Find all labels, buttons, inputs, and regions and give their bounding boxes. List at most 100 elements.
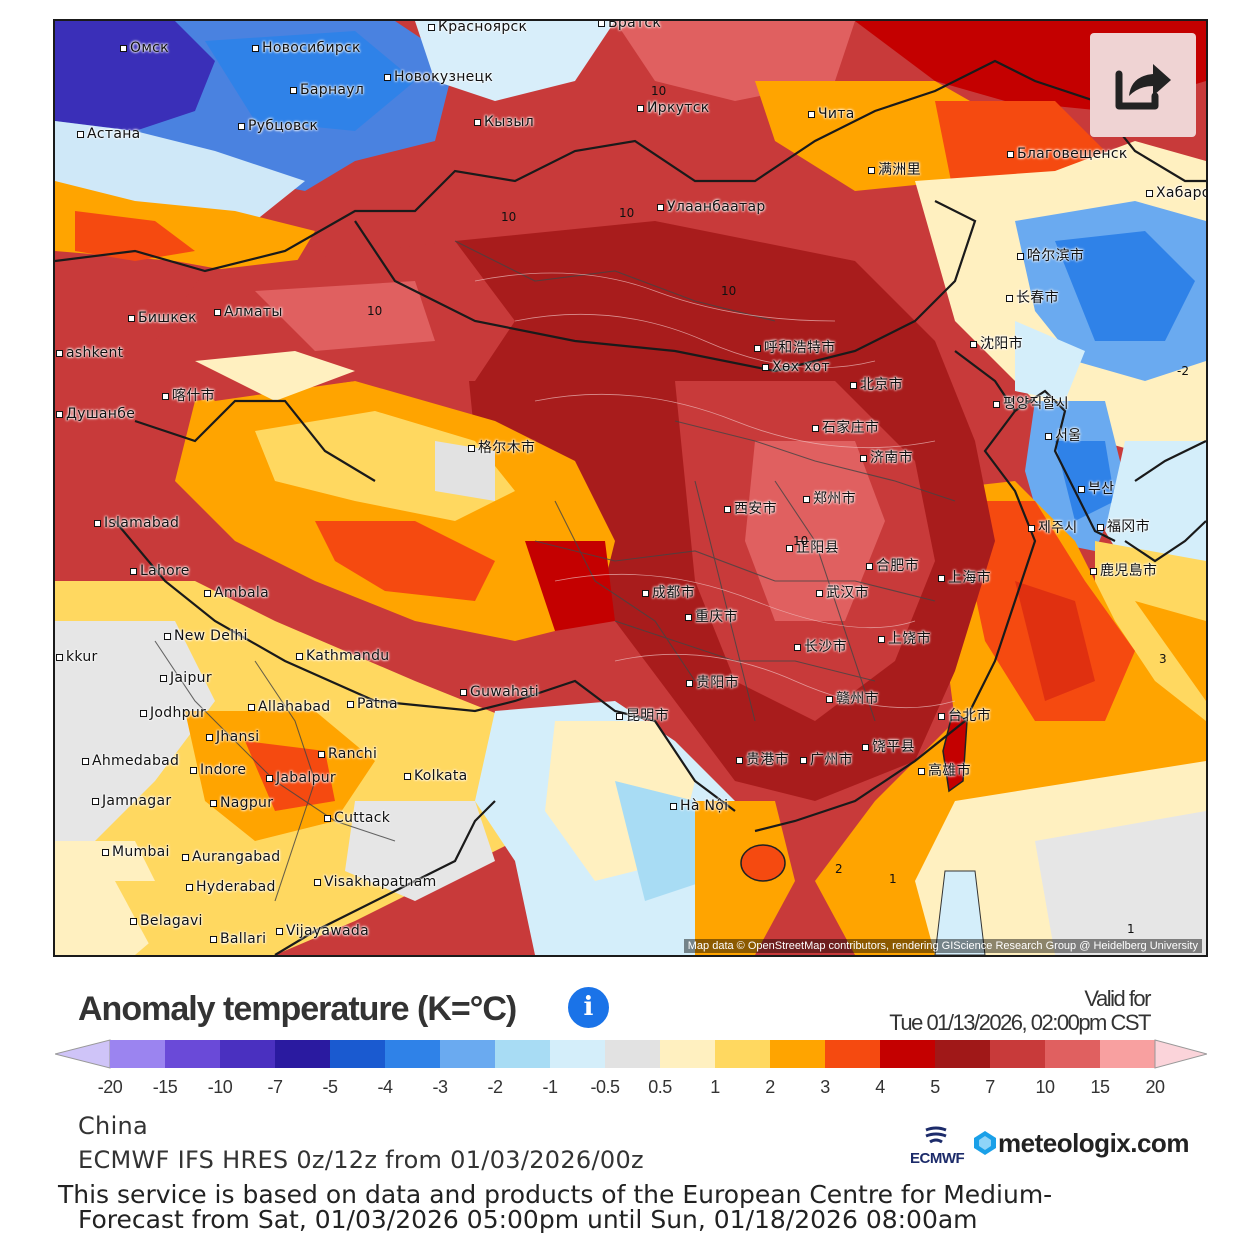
city-label: 呼和浩特市 — [754, 341, 836, 355]
scale-tick: -1 — [542, 1077, 558, 1097]
city-label: 부산 — [1078, 482, 1114, 496]
city-label: 合肥市 — [866, 559, 919, 573]
contour-label: -2 — [1177, 364, 1189, 378]
city-label: 饶平县 — [862, 740, 915, 754]
anomaly-map[interactable]: Омск Новосибирск Красноярск Братск Новокузне… — [53, 19, 1208, 957]
scale-cell — [110, 1040, 165, 1068]
city-label: Иркутск — [637, 101, 710, 115]
city-label: Jhansi — [206, 730, 259, 744]
city-label: Барнаул — [290, 83, 364, 97]
scale-cell — [935, 1040, 990, 1068]
scale-cell — [825, 1040, 880, 1068]
contour-label: 10 — [367, 304, 383, 318]
city-label: Jabalpur — [266, 771, 336, 785]
contour-label: 10 — [501, 210, 517, 224]
scale-tick: 20 — [1145, 1077, 1165, 1097]
contour-label: 10 — [619, 206, 635, 220]
city-label: Бишкек — [128, 311, 197, 325]
city-label: 高雄市 — [918, 764, 971, 778]
scale-tick: -15 — [152, 1077, 178, 1097]
city-label: 台北市 — [938, 709, 991, 723]
scale-cell — [880, 1040, 935, 1068]
scale-cell — [275, 1040, 330, 1068]
scale-tick: 1 — [710, 1077, 720, 1097]
ecmwf-logo-icon — [925, 1126, 947, 1144]
scale-tick: 5 — [930, 1077, 940, 1097]
city-label: Рубцовск — [238, 119, 318, 133]
contour-label: 10 — [793, 534, 809, 548]
scale-cell — [660, 1040, 715, 1068]
city-label: Омск — [120, 41, 169, 55]
city-label: 昆明市 — [616, 709, 669, 723]
city-label: 北京市 — [850, 378, 903, 392]
scale-tick: -3 — [432, 1077, 448, 1097]
city-label: Vijayawada — [276, 924, 369, 938]
scale-tick: 2 — [765, 1077, 775, 1097]
scale-cell — [385, 1040, 440, 1068]
city-label: Guwahati — [460, 685, 539, 699]
scale-tick: -2 — [487, 1077, 503, 1097]
city-label: 贵港市 — [736, 753, 789, 767]
scale-cell — [165, 1040, 220, 1068]
city-label: 喀什市 — [162, 389, 215, 403]
city-label: Чита — [808, 107, 855, 121]
scale-tick: -0.5 — [590, 1077, 620, 1097]
share-button[interactable] — [1090, 33, 1196, 137]
city-label: Хөх хот — [762, 360, 830, 374]
scale-cell — [550, 1040, 605, 1068]
city-label: Hà Nội — [670, 799, 728, 813]
city-label: Ranchi — [318, 747, 377, 761]
scale-high-arrow — [1154, 1039, 1207, 1069]
city-label: Астана — [77, 127, 141, 141]
scale-tick: 7 — [985, 1077, 995, 1097]
city-label: Jaipur — [160, 671, 212, 685]
city-label: Indore — [190, 763, 246, 777]
city-label: Алматы — [214, 305, 283, 319]
city-label: Ballari — [210, 932, 266, 946]
scale-tick: 0.5 — [648, 1077, 672, 1097]
info-icon[interactable]: i — [568, 987, 609, 1028]
valid-datetime: Tue 01/13/2026, 02:00pm CST — [889, 1010, 1151, 1035]
city-label: Ambala — [204, 586, 269, 600]
scale-cell — [330, 1040, 385, 1068]
scale-tick: 3 — [820, 1077, 830, 1097]
city-label: 서울 — [1045, 429, 1081, 443]
city-label: 武汉市 — [816, 586, 869, 600]
contour-label: 2 — [835, 862, 843, 876]
scale-cell — [220, 1040, 275, 1068]
scale-cell — [715, 1040, 770, 1068]
city-label: Хабаро — [1146, 186, 1206, 200]
scale-cell — [990, 1040, 1045, 1068]
scale-cell — [495, 1040, 550, 1068]
city-label: 满洲里 — [868, 163, 921, 177]
city-label: Mumbai — [102, 845, 170, 859]
scale-cell — [1045, 1040, 1100, 1068]
city-label: 赣州市 — [826, 692, 879, 706]
scale-tick: -4 — [377, 1077, 393, 1097]
region-name: China — [78, 1112, 149, 1140]
city-label: Душанбе — [56, 407, 135, 421]
city-label: 贵阳市 — [686, 676, 739, 690]
share-icon — [1115, 64, 1171, 110]
city-label: Братск — [598, 21, 661, 30]
model-run: ECMWF IFS HRES 0z/12z from 01/03/2026/00… — [78, 1146, 644, 1174]
city-label: Visakhapatnam — [314, 875, 437, 889]
city-label: Кызыл — [474, 115, 534, 129]
city-label: Cuttack — [324, 811, 390, 825]
city-label: Islamabad — [94, 516, 179, 530]
color-scale — [55, 1039, 1207, 1069]
scale-tick: -5 — [322, 1077, 338, 1097]
city-label: kkur — [56, 650, 98, 664]
city-label: 正阳县 — [786, 541, 839, 555]
city-label: 上饶市 — [878, 632, 931, 646]
city-label: 成都市 — [642, 586, 695, 600]
meteologix-logo[interactable]: meteologix.com — [998, 1128, 1189, 1158]
city-label: 郑州市 — [803, 492, 856, 506]
city-label: 哈尔滨市 — [1017, 249, 1084, 263]
city-label: Ahmedabad — [82, 754, 179, 768]
city-label: 평양직할시 — [993, 397, 1069, 411]
service-notice: This service is based on data and produc… — [58, 1180, 1053, 1209]
contour-label: 10 — [651, 84, 667, 98]
city-label: 福冈市 — [1097, 520, 1150, 534]
city-label: Hyderabad — [186, 880, 276, 894]
